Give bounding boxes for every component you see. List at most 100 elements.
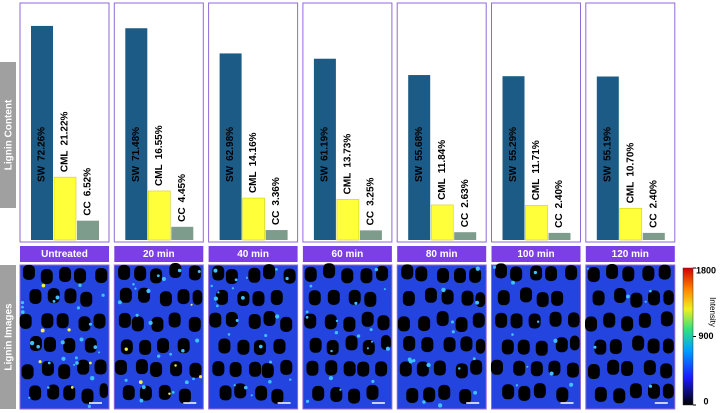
cell-lumen bbox=[158, 384, 171, 400]
cell-lumen bbox=[416, 361, 429, 377]
cell-lumen bbox=[77, 359, 90, 375]
cell-lumen bbox=[643, 360, 656, 376]
bar bbox=[642, 232, 665, 240]
category-label: SW bbox=[320, 165, 331, 182]
cell-lumen bbox=[308, 290, 321, 306]
cell-lumen bbox=[47, 288, 60, 304]
cell-lumen bbox=[406, 387, 419, 403]
value-label: 2.40% bbox=[648, 180, 659, 208]
cell-lumen bbox=[80, 291, 93, 307]
cell-lumen bbox=[497, 290, 510, 306]
bright-spot bbox=[139, 398, 144, 403]
cell-lumen bbox=[159, 291, 172, 307]
bright-spot bbox=[458, 367, 461, 370]
cell-lumen bbox=[118, 312, 131, 328]
bright-spot bbox=[275, 314, 280, 319]
bright-spot bbox=[245, 276, 248, 279]
panel-title: 80 min bbox=[426, 249, 458, 260]
bright-spot bbox=[177, 268, 182, 273]
bright-spot bbox=[536, 320, 540, 323]
cell-lumen bbox=[270, 290, 283, 306]
cell-lumen bbox=[118, 264, 131, 280]
bright-spot bbox=[285, 276, 289, 281]
bright-spot bbox=[217, 291, 220, 294]
cell-lumen bbox=[192, 289, 203, 305]
category-label: SW bbox=[508, 165, 519, 182]
cell-lumen bbox=[93, 313, 106, 329]
cell-lumen bbox=[622, 266, 635, 282]
cell-lumen bbox=[518, 385, 531, 401]
bright-spot bbox=[339, 388, 342, 391]
cell-lumen bbox=[21, 364, 34, 380]
bright-spot bbox=[198, 375, 203, 379]
bright-spot bbox=[190, 303, 193, 306]
micrograph bbox=[396, 264, 487, 410]
micrograph-bg bbox=[208, 264, 299, 410]
micrograph bbox=[113, 263, 204, 410]
cell-lumen bbox=[255, 385, 268, 401]
cell-lumen bbox=[189, 362, 202, 378]
cell-lumen bbox=[632, 335, 645, 351]
value-label: 4.45% bbox=[177, 174, 188, 202]
bright-spot bbox=[124, 347, 128, 351]
bright-spot bbox=[412, 359, 416, 363]
bright-spot bbox=[369, 328, 373, 332]
category-label: CC bbox=[460, 213, 471, 227]
panel-frame bbox=[491, 2, 581, 243]
bright-spot bbox=[38, 360, 42, 364]
bright-spot bbox=[60, 340, 65, 345]
cell-lumen bbox=[94, 359, 107, 375]
cell-lumen bbox=[648, 290, 661, 306]
bar bbox=[219, 53, 242, 240]
category-label: SW bbox=[37, 165, 48, 182]
cell-lumen bbox=[29, 289, 42, 305]
panel-frame bbox=[585, 2, 676, 243]
bright-spot bbox=[492, 265, 497, 269]
cell-lumen bbox=[218, 338, 231, 354]
bright-spot bbox=[55, 295, 60, 300]
cell-lumen bbox=[401, 264, 414, 280]
category-label: CML bbox=[437, 178, 448, 200]
bright-spot bbox=[61, 356, 66, 361]
bright-spot bbox=[134, 287, 137, 290]
cell-lumen bbox=[40, 268, 53, 284]
cell-lumen bbox=[566, 362, 579, 378]
cell-lumen bbox=[569, 335, 580, 351]
category-label: CC bbox=[83, 201, 94, 215]
bright-spot bbox=[146, 288, 151, 294]
cell-lumen bbox=[63, 385, 76, 401]
cell-lumen bbox=[304, 313, 317, 329]
bright-spot bbox=[366, 347, 369, 350]
bright-spot bbox=[472, 357, 476, 361]
cell-lumen bbox=[662, 338, 674, 354]
category-label: CC bbox=[648, 213, 659, 227]
bright-spot bbox=[437, 403, 443, 408]
panel-frame bbox=[396, 2, 487, 243]
bright-spot bbox=[227, 333, 231, 336]
bright-spot bbox=[569, 382, 574, 387]
cell-lumen bbox=[455, 363, 468, 379]
bright-spot bbox=[213, 268, 218, 273]
bar bbox=[430, 204, 454, 241]
cell-lumen bbox=[376, 265, 389, 281]
colorbar-tick-label: 1800 bbox=[696, 265, 716, 275]
bright-spot bbox=[426, 362, 431, 368]
bar bbox=[408, 75, 431, 240]
cell-lumen bbox=[437, 268, 450, 284]
micrograph bbox=[208, 264, 299, 410]
cell-lumen bbox=[436, 311, 449, 327]
colorbar-tick-label: 0 bbox=[703, 396, 708, 406]
bright-spot bbox=[275, 268, 278, 271]
value-label: 55.19% bbox=[602, 127, 613, 161]
cell-lumen bbox=[343, 316, 356, 332]
cell-lumen bbox=[306, 360, 319, 376]
cell-lumen bbox=[150, 268, 163, 284]
cell-lumen bbox=[530, 361, 543, 377]
value-label: 14.16% bbox=[248, 132, 259, 166]
cell-lumen bbox=[475, 292, 486, 308]
cell-lumen bbox=[58, 364, 71, 380]
bright-spot bbox=[88, 322, 92, 326]
bar bbox=[313, 58, 336, 240]
cell-lumen bbox=[510, 313, 523, 329]
